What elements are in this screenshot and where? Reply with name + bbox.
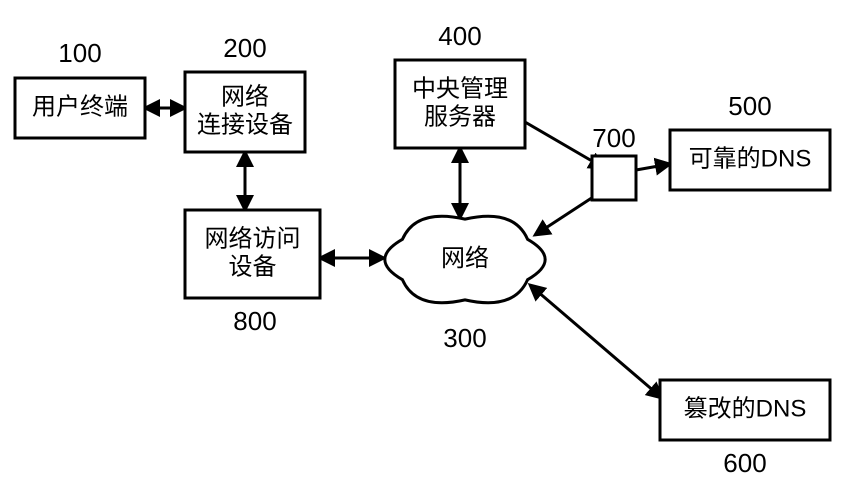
- node-n400: 中央管理服务器 400: [395, 21, 525, 148]
- node-number: 400: [438, 21, 481, 51]
- node-n800: 网络访问设备 800: [185, 210, 320, 336]
- node-n100: 用户终端 100: [15, 38, 145, 138]
- node-n300: 网络 300: [385, 216, 545, 353]
- node-label: 中央管理: [412, 75, 508, 102]
- node-number: 700: [592, 123, 635, 153]
- node-label: 用户终端: [32, 93, 128, 120]
- node-layer: 用户终端100网络连接设备200中央管理服务器400可靠的DNS500网络访问设…: [15, 21, 830, 478]
- node-number: 500: [728, 91, 771, 121]
- diagram-canvas: 用户终端100网络连接设备200中央管理服务器400可靠的DNS500网络访问设…: [0, 0, 861, 500]
- node-label: 网络: [441, 245, 489, 272]
- node-n600: 篡改的DNS 600: [660, 380, 830, 478]
- node-number: 200: [223, 33, 266, 63]
- node-label: 网络访问: [205, 225, 301, 252]
- edge: [636, 164, 670, 170]
- node-label: 连接设备: [197, 111, 293, 138]
- node-n700: 700: [592, 123, 636, 200]
- node-number: 300: [443, 323, 486, 353]
- node-label: 篡改的DNS: [684, 395, 807, 422]
- node-label: 设备: [229, 253, 277, 280]
- node-number: 600: [723, 448, 766, 478]
- edge: [530, 285, 662, 398]
- node-n200: 网络连接设备 200: [185, 33, 305, 152]
- node-label: 网络: [221, 83, 269, 110]
- node-number: 800: [233, 306, 276, 336]
- node-n500: 可靠的DNS 500: [670, 91, 830, 190]
- box-shape: [592, 156, 636, 200]
- node-label: 服务器: [424, 103, 496, 130]
- node-number: 100: [58, 38, 101, 68]
- node-label: 可靠的DNS: [689, 145, 812, 172]
